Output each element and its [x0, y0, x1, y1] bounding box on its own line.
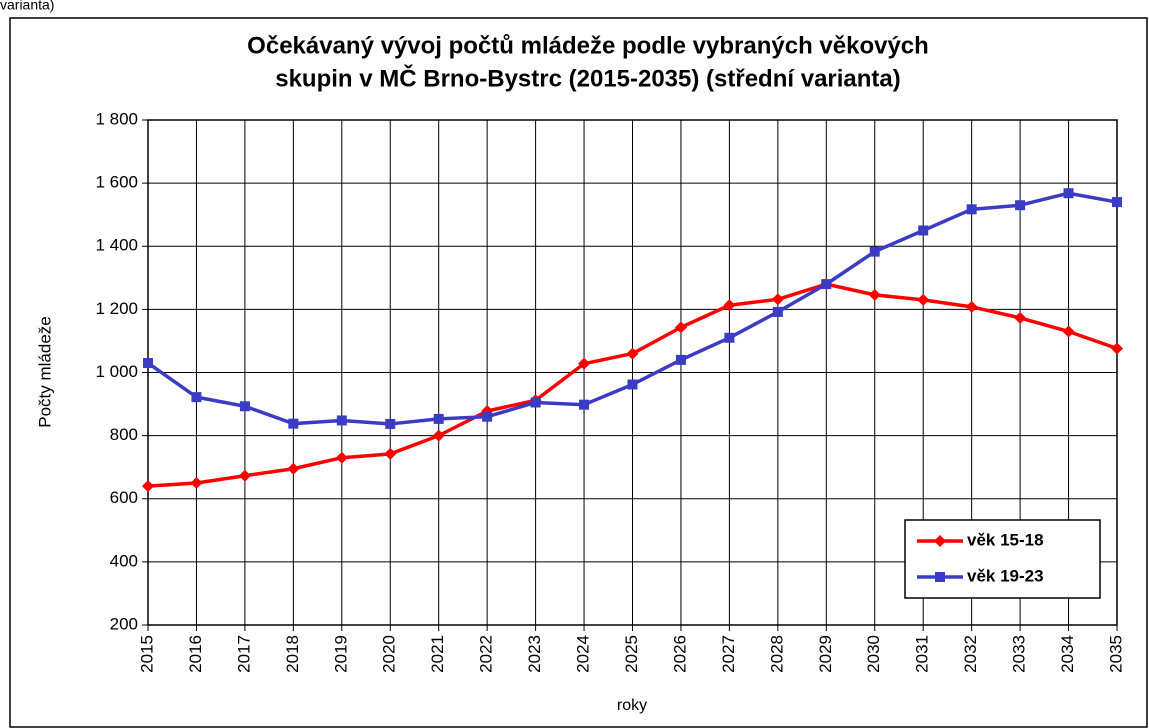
x-tick-label: 2033: [1010, 635, 1029, 673]
marker: [675, 354, 686, 365]
y-tick-label: 400: [110, 551, 138, 570]
x-tick-label: 2029: [816, 635, 835, 673]
marker: [288, 418, 299, 429]
marker: [869, 246, 880, 257]
y-tick-label: 1 000: [95, 362, 138, 381]
marker: [771, 293, 784, 306]
marker: [627, 379, 638, 390]
legend-label: věk 19-23: [967, 566, 1044, 585]
marker: [724, 332, 735, 343]
x-tick-label: 2023: [525, 635, 544, 673]
marker: [384, 447, 397, 460]
x-tick-label: 2034: [1058, 635, 1077, 673]
x-axis-label: roky: [617, 697, 647, 714]
marker: [1015, 200, 1026, 211]
x-tick-label: 2024: [574, 635, 593, 673]
marker: [1111, 342, 1123, 355]
marker: [238, 469, 251, 482]
marker: [530, 397, 541, 408]
y-tick-label: 600: [110, 488, 138, 507]
y-tick-label: 200: [110, 614, 138, 633]
marker: [1063, 188, 1074, 199]
marker: [143, 358, 153, 369]
marker: [674, 321, 687, 334]
marker: [433, 413, 444, 424]
marker: [868, 288, 881, 301]
x-tick-label: 2027: [719, 635, 738, 673]
marker: [1014, 311, 1027, 324]
legend-box: [904, 519, 1101, 599]
marker: [191, 392, 202, 403]
marker: [336, 415, 347, 426]
x-tick-label: 2026: [670, 635, 689, 673]
marker: [482, 411, 493, 422]
marker: [1112, 197, 1122, 208]
x-tick-label: 2032: [961, 635, 980, 673]
marker: [772, 306, 783, 317]
marker: [917, 293, 930, 306]
y-tick-label: 1 400: [95, 236, 138, 255]
marker: [918, 225, 929, 236]
y-axis-label: Počty mládeže: [35, 316, 54, 428]
chart-title: Očekávaný vývoj počtů mládeže podle vybr…: [247, 32, 929, 59]
x-tick-label: 2018: [283, 635, 302, 673]
marker: [723, 299, 736, 312]
y-tick-label: 1 600: [95, 173, 138, 192]
x-tick-label: 2015: [137, 635, 156, 673]
x-tick-label: 2019: [331, 635, 350, 673]
x-tick-label: 2028: [767, 635, 786, 673]
y-tick-label: 1 800: [95, 109, 138, 128]
x-tick-label: 2030: [864, 635, 883, 673]
legend-label: věk 15-18: [967, 530, 1044, 549]
marker: [1062, 325, 1075, 338]
marker: [965, 300, 978, 313]
legend-marker: [934, 535, 946, 547]
x-tick-label: 2031: [913, 635, 932, 673]
marker: [335, 451, 348, 464]
x-tick-label: 2020: [380, 635, 399, 673]
x-tick-label: 2016: [186, 635, 205, 673]
x-tick-label: 2017: [234, 635, 253, 673]
caption: varianta): [0, 0, 54, 13]
plot-border: [147, 119, 1118, 626]
marker: [579, 399, 590, 410]
marker: [821, 279, 832, 290]
x-tick-label: 2022: [477, 635, 496, 673]
x-tick-label: 2021: [428, 635, 447, 673]
marker: [287, 462, 300, 475]
marker: [626, 347, 639, 360]
y-tick-label: 800: [110, 425, 138, 444]
marker: [578, 357, 591, 370]
marker: [239, 401, 250, 412]
chart-title: skupin v MČ Brno-Bystrc (2015-2035) (stř…: [275, 64, 901, 92]
marker: [190, 476, 203, 489]
legend-marker: [935, 572, 945, 582]
y-tick-label: 1 200: [95, 299, 138, 318]
marker: [142, 480, 154, 493]
marker: [432, 429, 445, 442]
marker: [966, 204, 977, 215]
x-tick-label: 2025: [622, 635, 641, 673]
x-tick-label: 2035: [1106, 635, 1125, 673]
marker: [385, 418, 396, 429]
